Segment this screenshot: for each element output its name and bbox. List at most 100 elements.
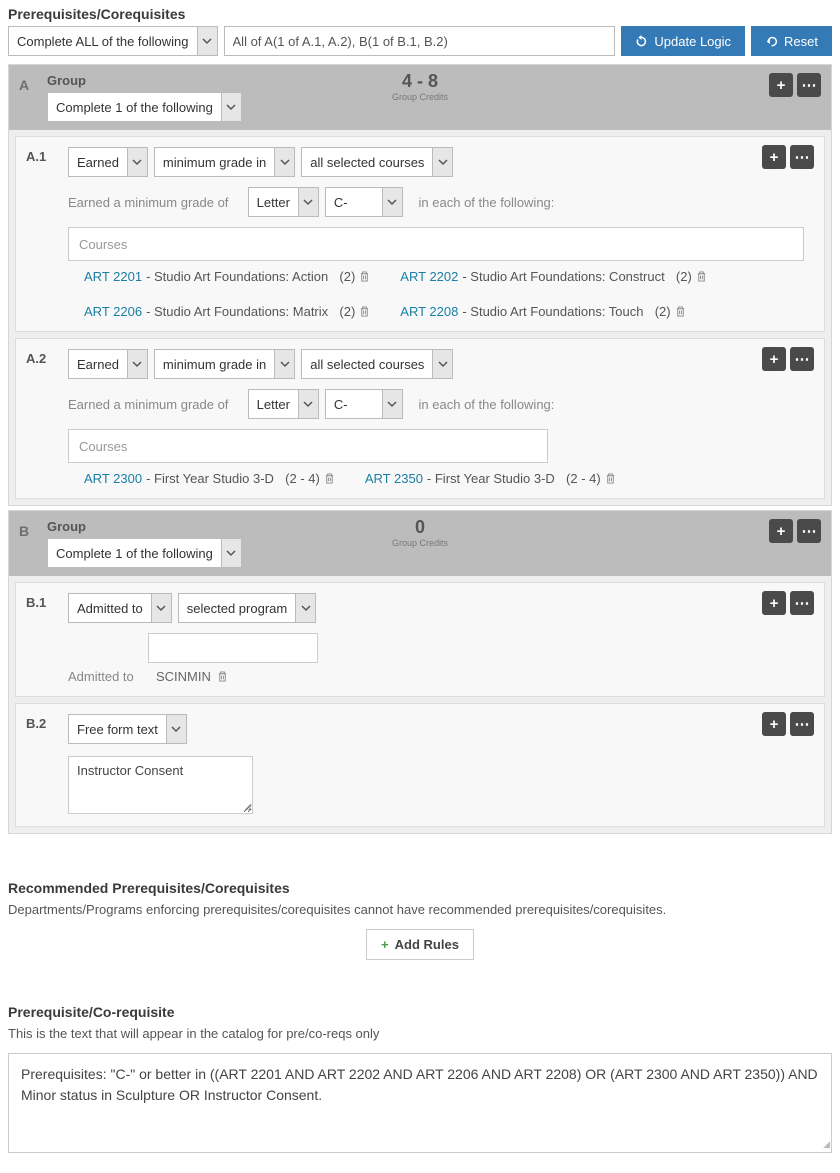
program-input[interactable]: [148, 633, 318, 663]
trash-icon[interactable]: [324, 473, 335, 484]
chevron-down-icon: [221, 93, 241, 121]
courses-input[interactable]: Courses: [68, 227, 804, 261]
course-code-link[interactable]: ART 2208: [400, 304, 458, 319]
recommended-desc: Departments/Programs enforcing prerequis…: [0, 900, 840, 925]
earned-select[interactable]: Earned: [68, 147, 148, 177]
scope-select[interactable]: all selected courses: [301, 147, 453, 177]
course-credits: (2): [669, 269, 692, 284]
more-button[interactable]: ⋯: [790, 145, 814, 169]
chevron-down-icon: [274, 148, 294, 176]
group-panel: AGroup4 - 8Group Credits+⋯Complete 1 of …: [8, 64, 832, 506]
resize-handle-icon: ◢: [823, 1138, 830, 1152]
course-code-link[interactable]: ART 2201: [84, 269, 142, 284]
admitted-select[interactable]: Admitted to: [68, 593, 172, 623]
group-header: AGroup4 - 8Group Credits+⋯Complete 1 of …: [9, 65, 831, 130]
actions: +⋯: [769, 519, 821, 543]
scope-select[interactable]: all selected courses: [301, 349, 453, 379]
grade-type-select[interactable]: Letter: [248, 187, 319, 217]
add-button[interactable]: +: [769, 519, 793, 543]
trash-icon[interactable]: [359, 271, 370, 282]
chevron-down-icon: [127, 350, 147, 378]
more-button[interactable]: ⋯: [797, 519, 821, 543]
course-code-link[interactable]: ART 2350: [365, 471, 423, 486]
reset-button[interactable]: Reset: [751, 26, 832, 56]
grade-condition-select[interactable]: minimum grade in: [154, 147, 295, 177]
trash-icon[interactable]: [217, 671, 228, 682]
add-button[interactable]: +: [762, 712, 786, 736]
chevron-down-icon: [221, 539, 241, 567]
group-body: B.1+⋯Admitted toselected programAdmitted…: [9, 576, 831, 833]
main-logic-select-label: Complete ALL of the following: [9, 27, 197, 55]
add-button[interactable]: +: [762, 145, 786, 169]
trash-icon[interactable]: [359, 306, 370, 317]
grade-value-select[interactable]: C-: [325, 187, 403, 217]
group-panel: BGroup0Group Credits+⋯Complete 1 of the …: [8, 510, 832, 834]
course-title: - First Year Studio 3-D: [146, 471, 274, 486]
actions: +⋯: [769, 73, 821, 97]
section-title: Prerequisites/Corequisites: [0, 0, 840, 26]
course-item: ART 2206 - Studio Art Foundations: Matri…: [84, 304, 370, 319]
chevron-down-icon: [127, 148, 147, 176]
chevron-down-icon: [295, 594, 315, 622]
course-title: - Studio Art Foundations: Touch: [462, 304, 643, 319]
catalog-text-content: Prerequisites: "C-" or better in ((ART 2…: [21, 1066, 818, 1103]
grade-post-text: in each of the following:: [419, 195, 555, 210]
catalog-text-area[interactable]: Prerequisites: "C-" or better in ((ART 2…: [8, 1053, 832, 1153]
group-logic-select[interactable]: Complete 1 of the following: [47, 538, 242, 568]
courses-input[interactable]: Courses: [68, 429, 548, 463]
group-body: A.1+⋯Earnedminimum grade inall selected …: [9, 130, 831, 505]
group-letter: A: [19, 77, 29, 93]
add-button[interactable]: +: [769, 73, 793, 97]
admitted-label: Admitted to: [68, 669, 148, 684]
grade-condition-select[interactable]: minimum grade in: [154, 349, 295, 379]
course-credits: (2): [332, 304, 355, 319]
trash-icon[interactable]: [675, 306, 686, 317]
logic-formula-input[interactable]: [224, 26, 616, 56]
group-logic-select[interactable]: Complete 1 of the following: [47, 92, 242, 122]
rule: B.2+⋯Free form textInstructor Consent◢: [15, 703, 825, 827]
recommended-title: Recommended Prerequisites/Corequisites: [0, 874, 840, 900]
course-title: - Studio Art Foundations: Construct: [462, 269, 664, 284]
add-button[interactable]: +: [762, 591, 786, 615]
chevron-down-icon: [382, 188, 402, 216]
course-code-link[interactable]: ART 2202: [400, 269, 458, 284]
catalog-desc: This is the text that will appear in the…: [0, 1024, 840, 1049]
rule-id: B.1: [26, 595, 46, 610]
earned-select[interactable]: Earned: [68, 349, 148, 379]
freeform-select[interactable]: Free form text: [68, 714, 187, 744]
resize-handle-icon: ◢: [244, 801, 251, 812]
rule-actions: +⋯: [762, 347, 814, 371]
rule-id: A.1: [26, 149, 46, 164]
add-rules-label: Add Rules: [395, 937, 459, 952]
trash-icon[interactable]: [696, 271, 707, 282]
course-credits: (2 - 4): [278, 471, 320, 486]
chevron-down-icon: [382, 390, 402, 418]
update-logic-button[interactable]: Update Logic: [621, 26, 745, 56]
grade-post-text: in each of the following:: [419, 397, 555, 412]
course-list: ART 2201 - Studio Art Foundations: Actio…: [84, 269, 814, 319]
chevron-down-icon: [197, 27, 217, 55]
grade-value-select[interactable]: C-: [325, 389, 403, 419]
chevron-down-icon: [298, 390, 318, 418]
program-scope-select[interactable]: selected program: [178, 593, 316, 623]
course-code-link[interactable]: ART 2300: [84, 471, 142, 486]
chevron-down-icon: [432, 350, 452, 378]
group-header: BGroup0Group Credits+⋯Complete 1 of the …: [9, 511, 831, 576]
group-credits: 4 - 8Group Credits: [392, 71, 448, 102]
chevron-down-icon: [298, 188, 318, 216]
chevron-down-icon: [432, 148, 452, 176]
add-rules-button[interactable]: + Add Rules: [366, 929, 474, 960]
course-title: - Studio Art Foundations: Action: [146, 269, 328, 284]
more-button[interactable]: ⋯: [790, 712, 814, 736]
more-button[interactable]: ⋯: [797, 73, 821, 97]
course-credits: (2): [648, 304, 671, 319]
more-button[interactable]: ⋯: [790, 347, 814, 371]
trash-icon[interactable]: [605, 473, 616, 484]
main-logic-select[interactable]: Complete ALL of the following: [8, 26, 218, 56]
chevron-down-icon: [166, 715, 186, 743]
more-button[interactable]: ⋯: [790, 591, 814, 615]
grade-type-select[interactable]: Letter: [248, 389, 319, 419]
course-code-link[interactable]: ART 2206: [84, 304, 142, 319]
freeform-textarea[interactable]: Instructor Consent◢: [68, 756, 253, 814]
add-button[interactable]: +: [762, 347, 786, 371]
